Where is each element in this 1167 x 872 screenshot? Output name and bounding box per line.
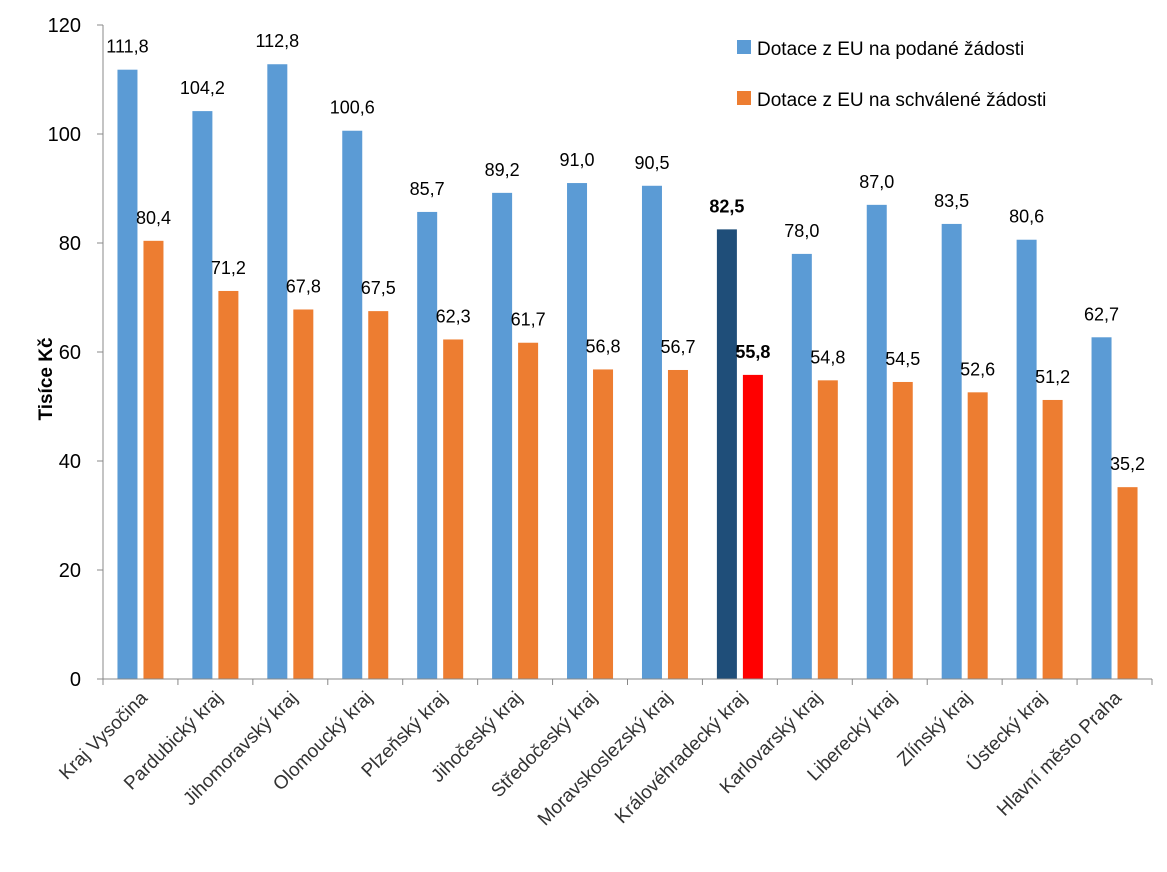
bar-podane [567,183,588,680]
x-tick-label: Hlavní město Praha [993,687,1126,820]
x-tick-label: Královéhradecký kraj [611,688,751,828]
data-label-podane: 83,5 [934,191,969,211]
data-label-schvalene: 61,7 [511,310,546,330]
data-label-schvalene: 80,4 [136,208,171,228]
x-tick-label: Zlínský kraj [893,688,976,771]
legend: Dotace z EU na podané žádosti Dotace z E… [737,39,1046,111]
bar-schvalene [293,309,314,679]
data-label-schvalene: 71,2 [211,258,246,278]
y-axis-title: Tisíce Kč [36,337,57,421]
data-label-schvalene: 54,5 [885,349,920,369]
data-label-podane: 80,6 [1009,207,1044,227]
bar-schvalene [518,342,539,679]
data-label-schvalene: 51,2 [1035,367,1070,387]
data-label-podane: 111,8 [106,37,148,57]
data-label-podane: 78,0 [784,221,819,241]
x-tick-label: Moravskoslezský kraj [534,688,677,831]
bar-schvalene [218,290,239,679]
bar-podane [1091,337,1112,679]
data-label-schvalene: 35,2 [1110,454,1145,474]
bar-podane [941,223,962,680]
bar-podane [492,192,513,680]
data-label-schvalene: 67,8 [286,276,321,296]
y-tick-label: 80 [59,233,81,255]
bar-podane [342,130,363,680]
data-label-podane: 91,0 [560,150,595,170]
data-label-podane: 104,2 [180,78,225,98]
data-label-schvalene: 56,8 [586,336,621,356]
data-label-schvalene: 54,8 [810,347,845,367]
bar-podane [117,69,138,679]
data-label-podane: 90,5 [634,153,669,173]
bar-podane [866,204,887,679]
data-label-podane: 100,6 [330,98,375,118]
bar-schvalene [967,392,988,679]
bar-schvalene [1117,487,1138,679]
y-tick-label: 100 [48,124,81,146]
bar-schvalene [593,369,614,679]
bar-schvalene [143,240,164,679]
bar-podane [791,253,812,679]
bar-podane [192,111,213,680]
bar-schvalene [443,339,464,679]
bar-schvalene [667,369,688,679]
y-tick-label: 0 [70,669,81,691]
y-axis: 0 20 40 60 80 100 120 [48,15,104,691]
data-label-schvalene: 55,8 [735,342,770,362]
data-label-schvalene: 56,7 [660,337,695,357]
data-label-podane: 112,8 [255,31,299,51]
bar-podane [267,64,288,680]
data-label-podane: 82,5 [709,196,744,216]
bar-schvalene [892,381,913,679]
legend-label-schvalene: Dotace z EU na schválené žádosti [757,90,1046,111]
bar-schvalene [817,380,838,679]
data-label-podane: 85,7 [410,179,445,199]
legend-swatch-schvalene [737,91,751,105]
bar-podane [417,211,438,679]
y-tick-label: 20 [59,560,81,582]
legend-label-podane: Dotace z EU na podané žádosti [757,39,1024,60]
data-label-schvalene: 67,5 [361,278,396,298]
data-label-podane: 89,2 [485,160,520,180]
data-labels: 111,8 80,4 104,2 71,2 112,8 67,8 100,6 67,5 85,7… [106,31,1145,474]
bar-schvalene [1042,399,1063,679]
data-label-podane: 87,0 [859,172,894,192]
y-tick-label: 60 [59,342,81,364]
y-tick-label: 120 [48,15,81,37]
bar-schvalene [368,311,389,679]
legend-swatch-podane [737,40,751,54]
bars [117,64,1138,680]
bar-podane [641,185,662,679]
data-label-podane: 62,7 [1084,304,1119,324]
data-label-schvalene: 52,6 [960,359,995,379]
bar-podane [1016,239,1037,680]
bar-schvalene [742,374,763,679]
y-tick-label: 40 [59,451,81,473]
data-label-schvalene: 62,3 [436,306,471,326]
bar-podane [716,229,737,679]
